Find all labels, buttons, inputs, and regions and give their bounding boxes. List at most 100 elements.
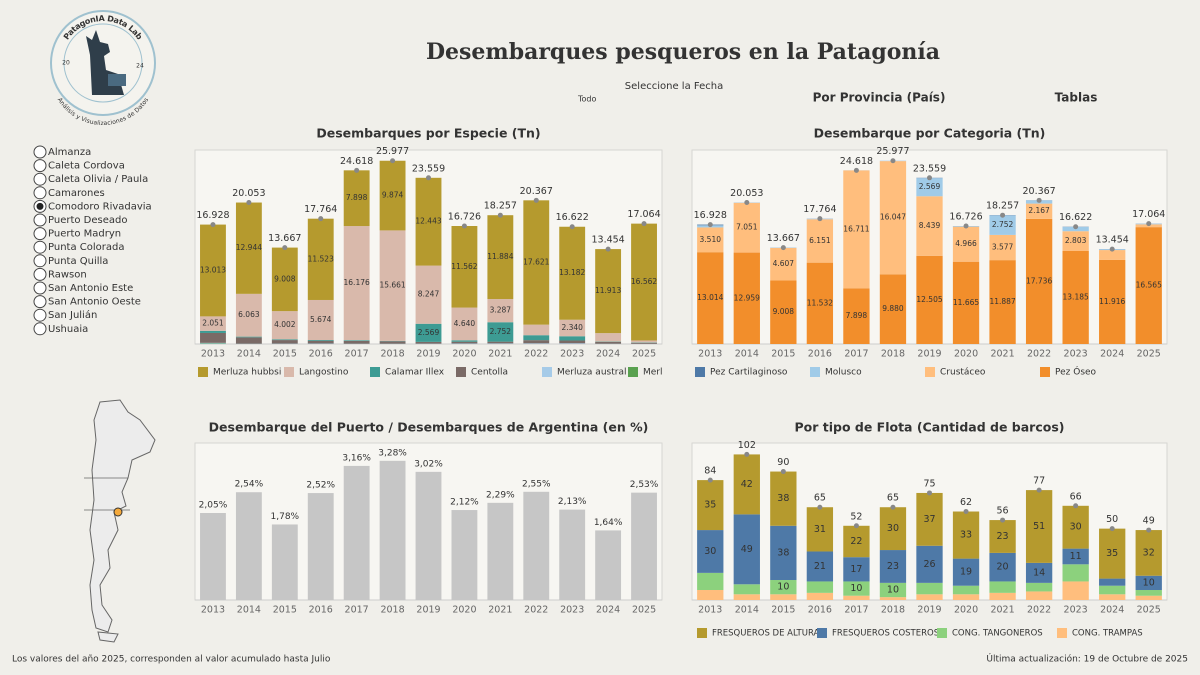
- segment-label: 30: [1070, 522, 1082, 533]
- x-tick-label: 2023: [1064, 605, 1088, 616]
- bar-segment: [451, 340, 478, 342]
- radio-button[interactable]: [33, 186, 47, 200]
- bar-segment: [451, 226, 478, 308]
- segment-label: 9.008: [773, 307, 795, 316]
- segment-label: 11: [1070, 551, 1082, 562]
- port-option[interactable]: Caleta Olivia / Paula: [48, 174, 148, 185]
- segment-label: 35: [704, 500, 716, 511]
- total-label: 65: [814, 493, 826, 504]
- x-tick-label: 2016: [808, 605, 832, 616]
- logo-year: 24: [136, 63, 144, 70]
- legend-swatch: [284, 367, 294, 377]
- x-tick-label: 2023: [560, 605, 584, 616]
- total-marker: [318, 216, 324, 222]
- nav-link[interactable]: Tablas: [1055, 91, 1098, 105]
- port-option[interactable]: Rawson: [48, 269, 87, 280]
- x-tick-label: 2020: [452, 349, 476, 360]
- filter-value[interactable]: Todo: [577, 95, 597, 104]
- x-tick-label: 2021: [990, 349, 1014, 360]
- bar-segment: [806, 219, 834, 263]
- legend-label: Crustáceo: [940, 368, 986, 378]
- port-option[interactable]: Comodoro Rivadavia: [48, 201, 152, 212]
- radio-button[interactable]: [33, 145, 47, 159]
- bar-segment: [595, 333, 622, 342]
- radio-button[interactable]: [33, 254, 47, 268]
- port-option[interactable]: San Julián: [48, 309, 97, 321]
- port-option[interactable]: San Antonio Este: [48, 283, 133, 294]
- x-tick-label: 2019: [917, 349, 941, 360]
- total-label: 20.367: [1022, 186, 1055, 197]
- bar-segment: [1062, 548, 1089, 565]
- total-marker: [707, 222, 713, 228]
- radio-button[interactable]: [33, 240, 47, 254]
- radio-button[interactable]: [33, 227, 47, 241]
- radio-button[interactable]: [33, 267, 47, 281]
- nav-link[interactable]: Por Provincia (País): [813, 91, 946, 105]
- bar-segment: [843, 595, 870, 600]
- bar-segment: [415, 177, 442, 266]
- bar-segment: [770, 247, 797, 281]
- segment-label: 42: [741, 479, 753, 490]
- total-label: 17.764: [304, 204, 337, 215]
- total-marker: [390, 158, 396, 164]
- segment-label: 13.014: [697, 293, 723, 302]
- total-label: 102: [738, 440, 756, 451]
- port-option[interactable]: Puerto Deseado: [48, 215, 127, 226]
- radio-button[interactable]: [33, 308, 47, 322]
- total-label: 20.367: [520, 186, 553, 197]
- radio-button[interactable]: [33, 295, 47, 309]
- bar-segment: [952, 261, 980, 344]
- bar-segment: [235, 202, 262, 294]
- x-tick-label: 2021: [488, 605, 512, 616]
- port-option[interactable]: Camarones: [48, 188, 105, 199]
- x-tick-label: 2020: [452, 605, 476, 616]
- total-label: 16.726: [949, 212, 982, 223]
- bar-segment: [1135, 227, 1162, 344]
- port-option[interactable]: Puerto Madryn: [48, 229, 121, 240]
- radio-button[interactable]: [33, 322, 47, 336]
- bar-segment: [879, 507, 907, 551]
- total-marker: [963, 509, 969, 515]
- port-option[interactable]: San Antonio Oeste: [48, 297, 141, 308]
- x-tick-label: 2014: [237, 349, 261, 360]
- radio-button[interactable]: [33, 213, 47, 227]
- radio-button[interactable]: [33, 159, 47, 173]
- segment-label: 3.510: [700, 235, 722, 244]
- bar-segment: [1025, 218, 1053, 344]
- segment-label: 3.577: [992, 243, 1014, 252]
- bar-segment: [1135, 590, 1162, 596]
- bar-segment: [879, 274, 907, 344]
- data-label: 1,64%: [594, 518, 623, 528]
- bar-segment: [379, 341, 406, 344]
- port-option[interactable]: Almanza: [48, 147, 91, 158]
- x-tick-label: 2015: [273, 605, 297, 616]
- segment-label: 4.966: [955, 239, 977, 248]
- x-tick-label: 2013: [201, 605, 225, 616]
- segment-label: 11.665: [953, 298, 979, 307]
- total-label: 18.257: [484, 201, 517, 212]
- segment-label: 19: [960, 567, 972, 578]
- port-option[interactable]: Caleta Cordova: [48, 161, 125, 172]
- legend-label: Calamar Illex: [385, 368, 445, 378]
- bar-segment: [733, 252, 760, 344]
- total-marker: [744, 451, 750, 457]
- bar-segment: [916, 492, 943, 546]
- radio-button[interactable]: [33, 172, 47, 186]
- x-tick-label: 2013: [201, 349, 225, 360]
- legend-swatch: [198, 367, 208, 377]
- bar-segment: [1099, 578, 1126, 586]
- port-option[interactable]: Ushuaia: [48, 324, 88, 335]
- bar-segment: [879, 161, 907, 275]
- bar-segment: [487, 215, 514, 300]
- total-label: 84: [704, 466, 716, 477]
- bar-segment: [952, 558, 980, 586]
- bar-segment: [733, 454, 760, 515]
- bar-segment: [523, 335, 550, 341]
- segment-label: 6.151: [809, 236, 831, 245]
- radio-button[interactable]: [33, 281, 47, 295]
- segment-label: 7.051: [736, 223, 758, 232]
- total-marker: [1109, 246, 1115, 252]
- port-option[interactable]: Punta Colorada: [48, 242, 124, 253]
- bar-segment: [733, 514, 760, 585]
- port-option[interactable]: Punta Quilla: [48, 256, 108, 267]
